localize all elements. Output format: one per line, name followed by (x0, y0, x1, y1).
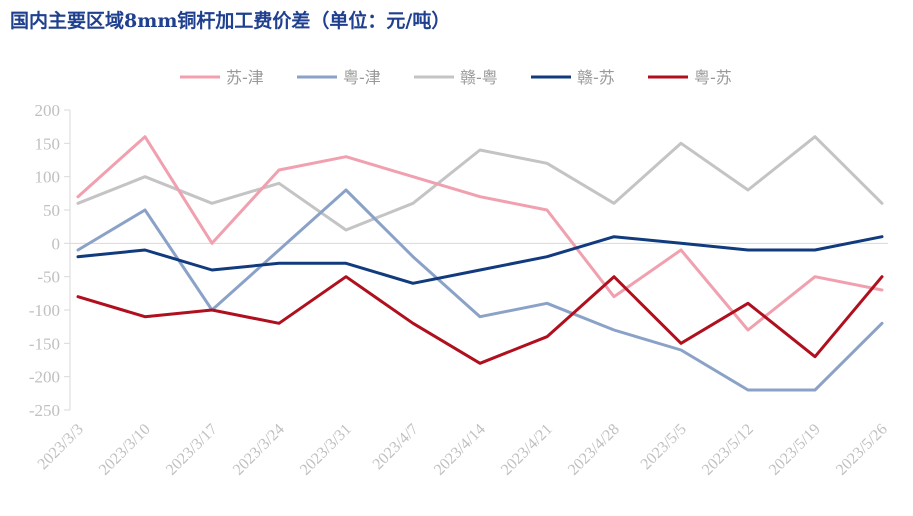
x-tick-label: 2023/4/7 (370, 421, 422, 473)
y-tick-label: -50 (37, 268, 60, 287)
x-tick-label: 2023/3/17 (163, 421, 221, 479)
x-tick-label: 2023/5/5 (638, 421, 690, 473)
y-tick-label: 50 (43, 201, 60, 220)
series-line-3 (76, 235, 884, 285)
y-tick-label: 0 (52, 234, 61, 253)
y-tick-label: -250 (29, 401, 60, 420)
y-axis: 200 150 100 50 0 -50 -100 -150 -200 -250 (29, 101, 71, 420)
y-tick-label: 150 (35, 134, 61, 153)
series-lines (76, 135, 884, 392)
x-axis: 2023/3/3 2023/3/10 2023/3/17 2023/3/24 2023/… (35, 242, 891, 479)
x-tick-label: 2023/3/24 (230, 421, 288, 479)
x-tick-label: 2023/4/14 (431, 421, 489, 479)
legend-label: 苏-津 (226, 68, 264, 87)
series-line-4 (76, 275, 884, 365)
series-line-2 (76, 135, 884, 232)
x-tick-label: 2023/3/3 (35, 421, 87, 473)
series-line-0 (76, 135, 884, 332)
legend-label: 赣-苏 (577, 68, 615, 87)
legend-label: 粤-津 (343, 68, 381, 87)
y-tick-label: -200 (29, 368, 60, 387)
x-tick-label: 2023/4/21 (498, 421, 556, 479)
y-tick-label: 200 (35, 101, 61, 120)
y-tick-label: -100 (29, 301, 60, 320)
x-tick-label: 2023/5/26 (833, 421, 891, 479)
x-tick-label: 2023/5/12 (699, 421, 757, 479)
x-tick-label: 2023/3/31 (297, 421, 355, 479)
legend-label: 赣-粤 (460, 68, 498, 87)
legend: 苏-津 粤-津 赣-粤 赣-苏 粤-苏 (180, 68, 732, 87)
legend-label: 粤-苏 (694, 68, 732, 87)
x-tick-label: 2023/4/28 (565, 421, 623, 479)
y-tick-label: 100 (35, 168, 61, 187)
chart-title: 国内主要区域8mm铜杆加工费价差（单位：元/吨） (10, 10, 451, 32)
x-tick-label: 2023/5/19 (766, 421, 824, 479)
x-tick-label: 2023/3/10 (96, 421, 154, 479)
y-tick-label: -150 (29, 334, 60, 353)
